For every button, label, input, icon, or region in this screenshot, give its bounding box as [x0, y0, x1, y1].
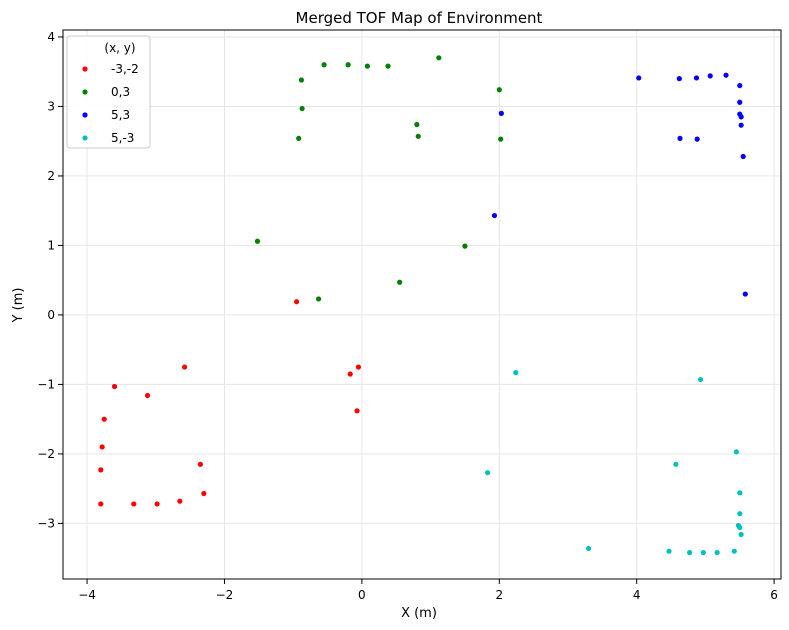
data-point — [714, 549, 720, 556]
data-point — [144, 392, 151, 399]
legend-box — [66, 35, 151, 149]
y-tick-label: 4 — [47, 30, 55, 44]
x-tick-label: 6 — [770, 588, 778, 602]
data-point — [385, 63, 391, 69]
data-point — [694, 136, 700, 142]
data-point — [737, 99, 743, 105]
data-point — [740, 153, 746, 160]
data-point — [742, 291, 748, 297]
data-point — [636, 75, 642, 81]
data-point — [738, 531, 744, 538]
data-point — [98, 467, 104, 473]
data-point — [738, 114, 744, 120]
y-tick-label: −1 — [37, 377, 55, 391]
data-point — [315, 296, 322, 302]
data-point — [498, 110, 504, 116]
data-point — [731, 548, 737, 554]
x-tick-label: 4 — [633, 588, 641, 602]
data-point — [513, 370, 519, 376]
data-point — [485, 470, 491, 476]
data-point — [299, 105, 305, 112]
data-point — [586, 545, 592, 552]
data-point — [462, 243, 468, 249]
data-point — [673, 461, 679, 467]
data-point — [676, 76, 682, 82]
data-point — [737, 511, 743, 517]
legend-label: 0,3 — [111, 85, 130, 99]
data-point — [738, 122, 744, 128]
legend-marker — [82, 89, 88, 95]
data-point — [733, 449, 739, 455]
data-point — [498, 136, 504, 142]
data-point — [737, 524, 743, 531]
legend-label: 5,-3 — [111, 131, 134, 145]
grid — [63, 30, 781, 579]
y-tick-label: 2 — [47, 169, 55, 183]
y-tick-label: 3 — [47, 99, 55, 113]
data-point — [700, 549, 706, 556]
data-point — [294, 299, 300, 305]
data-point — [296, 135, 302, 142]
data-point — [345, 62, 351, 68]
data-point — [436, 55, 442, 61]
data-point — [737, 82, 743, 89]
legend: (x, y) -3,-2 0,3 5,3 5,-3 — [66, 35, 151, 149]
data-point — [491, 212, 498, 219]
data-point — [298, 77, 305, 83]
y-tick-label: −3 — [37, 516, 55, 530]
y-tick-label: −2 — [37, 447, 55, 461]
data-point — [355, 364, 362, 370]
legend-title: (x, y) — [104, 41, 135, 55]
data-point — [101, 416, 107, 422]
data-point — [99, 444, 105, 450]
data-point — [687, 549, 693, 556]
data-point — [98, 501, 104, 507]
data-point — [707, 73, 713, 79]
legend-label: 5,3 — [111, 108, 130, 122]
data-point — [698, 376, 704, 383]
data-point — [254, 238, 261, 244]
legend-marker — [82, 112, 88, 118]
x-tick-label: 2 — [495, 588, 503, 602]
data-point — [111, 383, 118, 390]
data-points — [98, 55, 748, 556]
data-point — [364, 63, 370, 69]
data-point — [737, 490, 743, 496]
legend-label: -3,-2 — [111, 62, 139, 76]
data-point — [347, 371, 353, 377]
y-tick-label: 0 — [47, 308, 55, 322]
data-point — [693, 75, 700, 81]
legend-marker — [82, 135, 88, 141]
chart-title: Merged TOF Map of Environment — [296, 9, 543, 27]
x-axis-label: X (m) — [401, 606, 437, 621]
data-point — [177, 498, 183, 504]
x-tick-label: −4 — [78, 588, 96, 602]
data-point — [197, 461, 204, 467]
axis-ticks: −4 −2 0 2 4 6 −3 −2 −1 0 1 2 3 4 — [37, 30, 778, 602]
data-point — [182, 364, 188, 370]
x-tick-label: 0 — [358, 588, 366, 602]
data-point — [131, 501, 137, 507]
data-point — [666, 548, 672, 554]
data-point — [677, 135, 683, 142]
data-point — [414, 121, 420, 128]
data-point — [154, 501, 160, 507]
x-tick-label: −2 — [216, 588, 234, 602]
data-point — [321, 62, 327, 68]
data-point — [415, 133, 421, 139]
data-point — [723, 72, 729, 78]
data-point — [354, 408, 360, 414]
data-point — [201, 490, 207, 497]
data-point — [496, 87, 502, 93]
data-point — [397, 279, 403, 285]
y-tick-label: 1 — [47, 238, 55, 252]
legend-marker — [82, 66, 88, 72]
y-axis-label: Y (m) — [11, 288, 26, 324]
plot-frame — [62, 29, 782, 580]
